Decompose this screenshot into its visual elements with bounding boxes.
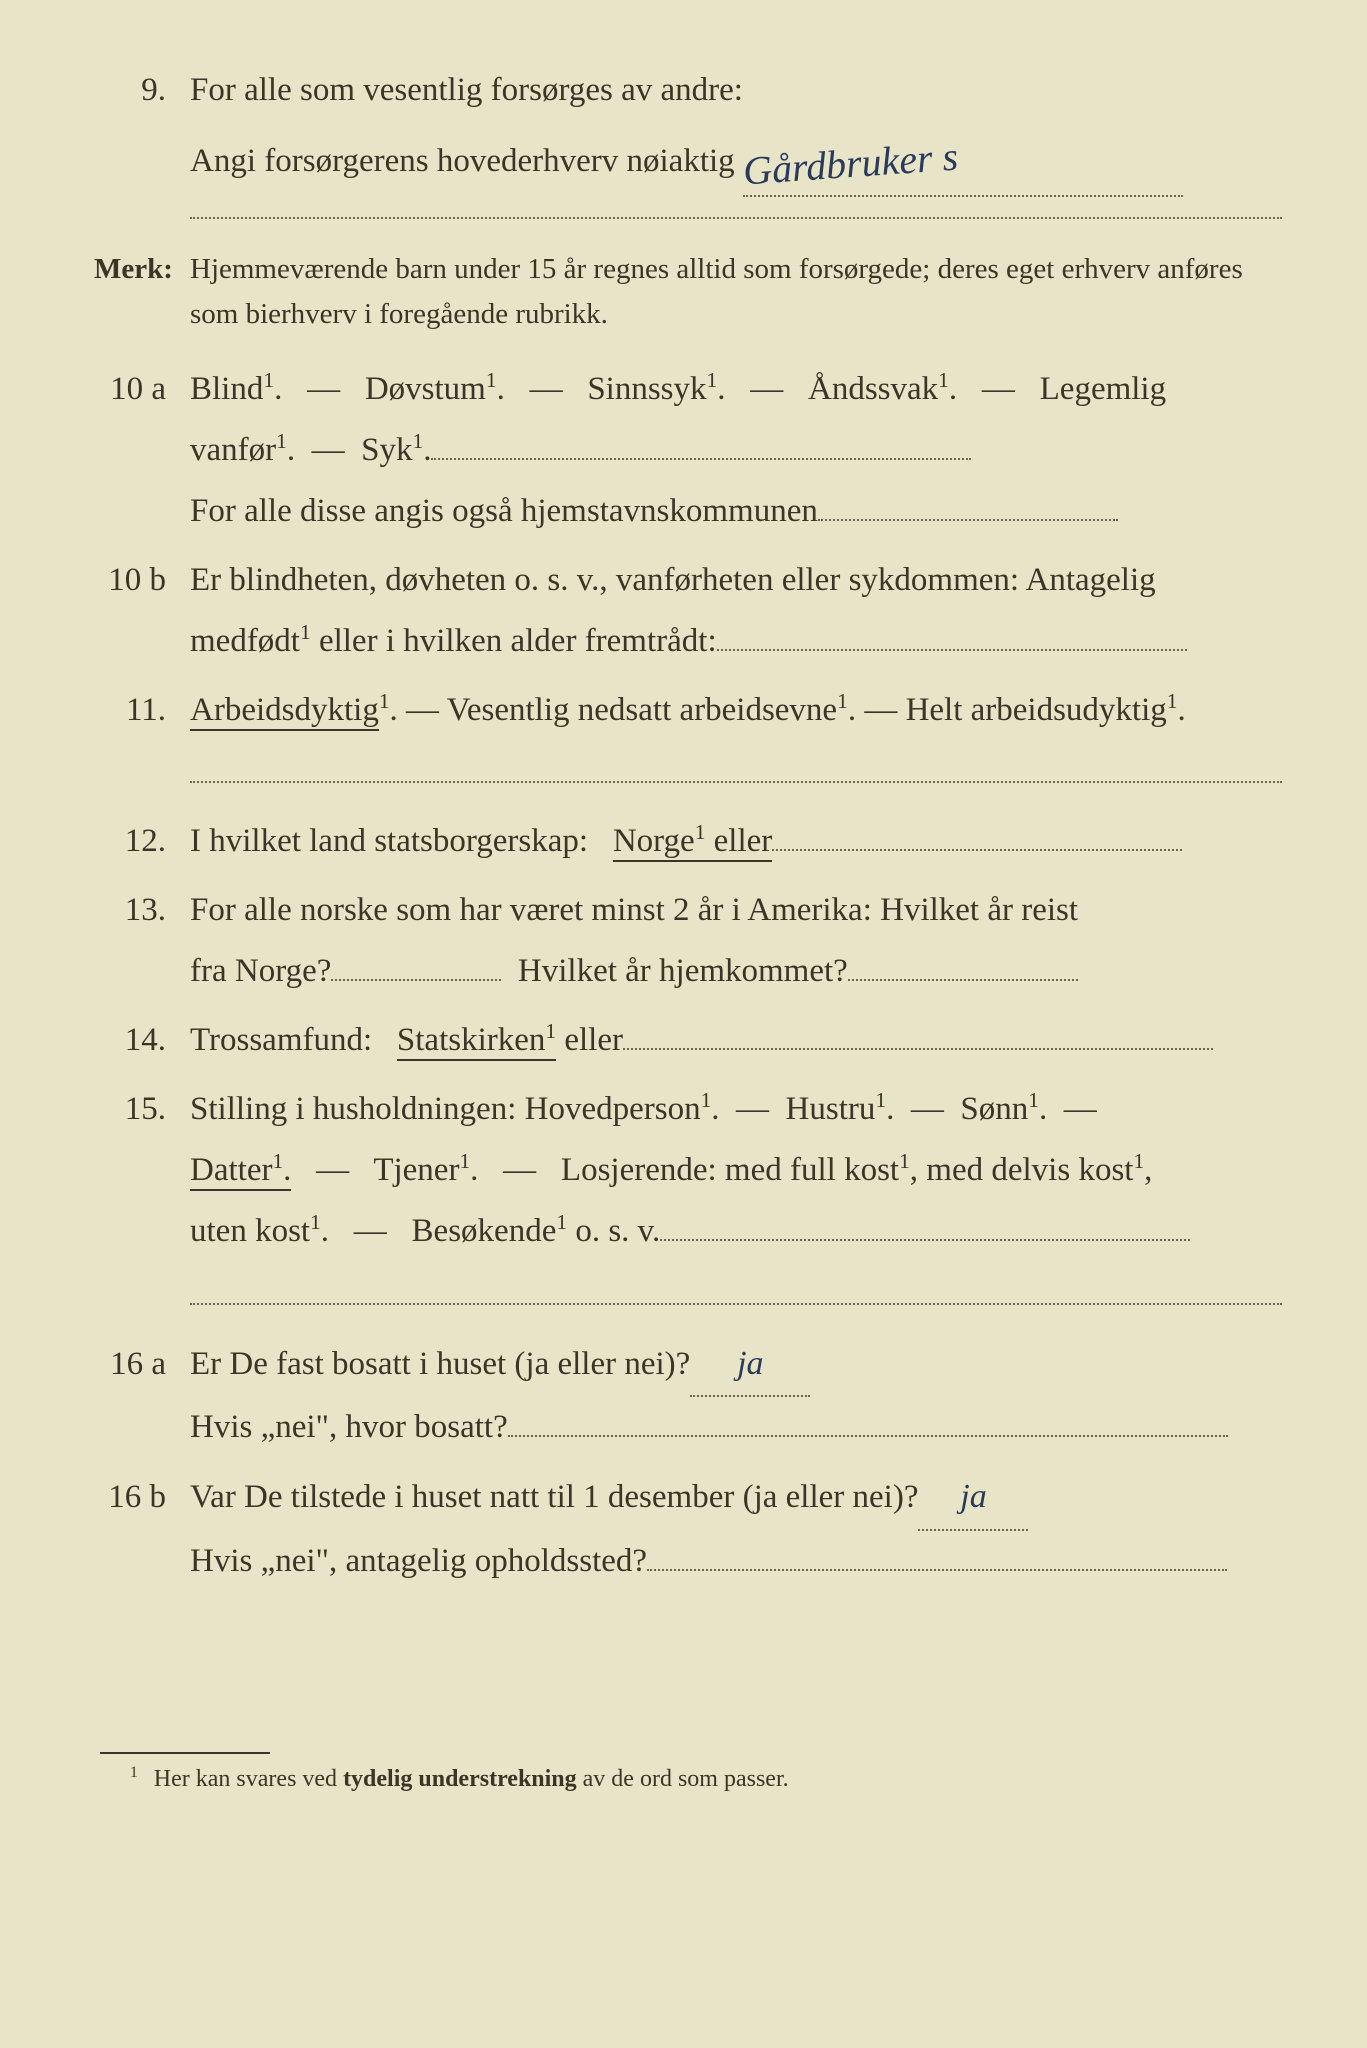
q16b-num: 16 b	[90, 1479, 190, 1516]
q12: 12. I hvilket land statsborgerskap: Norg…	[90, 811, 1282, 872]
q10a-num: 10 a	[90, 371, 190, 408]
q16a-num: 16 a	[90, 1346, 190, 1383]
q16b-content: Var De tilstede i huset natt til 1 desem…	[190, 1466, 1282, 1592]
q10a: 10 a Blind1. — Døvstum1. — Sinnssyk1. — …	[90, 359, 1282, 542]
merk-label: Merk:	[90, 253, 190, 286]
q10b: 10 b Er blindheten, døvheten o. s. v., v…	[90, 550, 1282, 672]
q15-content: Stilling i husholdningen: Hovedperson1. …	[190, 1079, 1282, 1262]
section-divider-2	[190, 1303, 1282, 1305]
q10b-content: Er blindheten, døvheten o. s. v., vanfør…	[190, 550, 1282, 672]
footnote-rule	[100, 1752, 270, 1754]
q14-num: 14.	[90, 1022, 190, 1059]
merk-text: Hjemmeværende barn under 15 år regnes al…	[190, 247, 1282, 337]
q14: 14. Trossamfund: Statskirken1 eller	[90, 1010, 1282, 1071]
q9-blank2	[190, 217, 1282, 219]
q9-line2a: Angi forsørgerens hovederhverv nøiaktig	[190, 143, 735, 179]
q13-content: For alle norske som har været minst 2 år…	[190, 880, 1282, 1002]
section-divider-1	[190, 781, 1282, 783]
q15: 15. Stilling i husholdningen: Hovedperso…	[90, 1079, 1282, 1262]
q9-blank: Gårdbruker s	[743, 121, 1183, 197]
footnote: 1 Her kan svares ved tydelig understrekn…	[130, 1764, 1282, 1793]
q11-num: 11.	[90, 692, 190, 729]
q9-line1: For alle som vesentlig forsørges av andr…	[190, 72, 743, 108]
q9: 9. For alle som vesentlig forsørges av a…	[90, 60, 1282, 235]
q9-num: 9.	[90, 72, 190, 109]
q16a: 16 a Er De fast bosatt i huset (ja eller…	[90, 1333, 1282, 1459]
q9-handwritten: Gårdbruker s	[741, 120, 961, 209]
q15-num: 15.	[90, 1091, 190, 1128]
q16a-content: Er De fast bosatt i huset (ja eller nei)…	[190, 1333, 1282, 1459]
q11-content: Arbeidsdyktig1. — Vesentlig nedsatt arbe…	[190, 680, 1282, 741]
q13-num: 13.	[90, 892, 190, 929]
q13: 13. For alle norske som har været minst …	[90, 880, 1282, 1002]
q12-num: 12.	[90, 823, 190, 860]
q11: 11. Arbeidsdyktig1. — Vesentlig nedsatt …	[90, 680, 1282, 741]
q9-content: For alle som vesentlig forsørges av andr…	[190, 60, 1282, 235]
q14-content: Trossamfund: Statskirken1 eller	[190, 1010, 1282, 1071]
q16b: 16 b Var De tilstede i huset natt til 1 …	[90, 1466, 1282, 1592]
q10a-content: Blind1. — Døvstum1. — Sinnssyk1. — Åndss…	[190, 359, 1282, 542]
q12-content: I hvilket land statsborgerskap: Norge1 e…	[190, 811, 1282, 872]
q10b-num: 10 b	[90, 562, 190, 599]
merk: Merk: Hjemmeværende barn under 15 år reg…	[90, 247, 1282, 337]
